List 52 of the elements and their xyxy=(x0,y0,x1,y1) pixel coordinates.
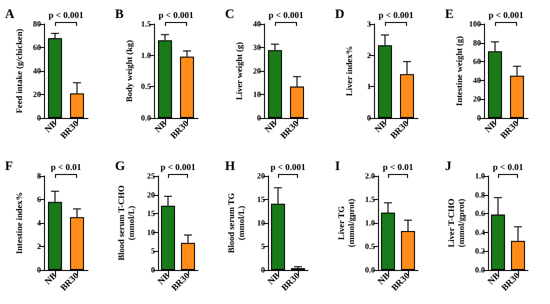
chart-title: G xyxy=(115,158,126,173)
text: p < 0.001 xyxy=(270,162,306,172)
chart-title: B xyxy=(115,6,124,21)
y-tick-label: 80 xyxy=(473,38,481,48)
y-axis-title: Intestine weight (g) xyxy=(454,36,464,106)
text: p < 0.001 xyxy=(378,10,414,20)
y-tick-label: 40 xyxy=(253,20,261,28)
y-axis-title: Intestine index% xyxy=(14,192,24,254)
chart-title: C xyxy=(225,6,234,21)
y-tick-label: 0.0 xyxy=(475,266,485,274)
y-tick-label: 0.0 xyxy=(365,266,375,274)
y-tick-label: 80 xyxy=(33,20,41,28)
text: p < 0.001 xyxy=(268,10,304,20)
y-tick-label: 0.8 xyxy=(475,190,485,200)
text: p < 0.001 xyxy=(488,10,524,20)
y-tick-label: 0.2 xyxy=(475,246,485,256)
chart-title: F xyxy=(5,158,13,173)
y-tick-label: 40 xyxy=(33,66,41,76)
y-tick-label: 40 xyxy=(473,76,481,85)
y-tick-label: 0.4 xyxy=(475,228,485,237)
y-axis-title: Body weight (kg) xyxy=(124,40,134,102)
chart-title: E xyxy=(445,6,454,21)
chart-title: D xyxy=(335,6,344,21)
x-tick-label: NB xyxy=(42,118,59,134)
y-axis-title: Blood serum TG (mmol/L) xyxy=(226,192,246,254)
text: p < 0.001 xyxy=(160,162,196,172)
y-tick-label: 0.0 xyxy=(141,114,151,122)
y-axis-title: Liver T-CHO (mmol/gprot) xyxy=(446,198,466,248)
x-tick-label: NB xyxy=(376,270,392,286)
x-tick-label: NB xyxy=(262,118,279,134)
text: p < 0.001 xyxy=(158,10,194,20)
text: p < 0.01 xyxy=(382,162,414,172)
y-tick-label: 100 xyxy=(469,20,481,28)
x-tick-label: NB xyxy=(486,270,502,286)
chart-title: H xyxy=(225,158,236,173)
y-axis-title: Feed intake (g/chicken) xyxy=(14,28,24,114)
text: p < 0.001 xyxy=(48,10,84,20)
y-axis-title: Liver weight (g) xyxy=(234,42,244,100)
y-axis-title: Liver TG (mmol/gprot) xyxy=(336,198,356,248)
x-tick-label: NB xyxy=(482,118,499,134)
x-tick-label: NB xyxy=(156,270,172,286)
x-tick-label: NB xyxy=(152,118,169,134)
text: p < 0.01 xyxy=(50,162,82,172)
x-tick-label: NB xyxy=(42,270,59,286)
x-tick-label: NB xyxy=(266,270,282,286)
y-axis-title: Liver index% xyxy=(344,46,354,96)
y-axis-title: Blood serum T-CHO (mmol/L) xyxy=(116,185,136,261)
chart-title: I xyxy=(335,158,340,173)
text: p < 0.01 xyxy=(492,162,524,172)
x-tick-label: NB xyxy=(372,118,389,134)
chart-title: A xyxy=(5,6,15,21)
chart-title: J xyxy=(445,158,452,173)
